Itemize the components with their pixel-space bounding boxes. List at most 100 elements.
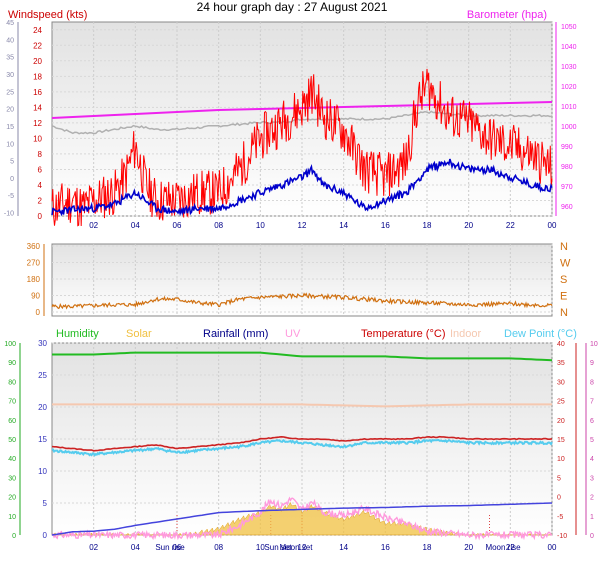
wind-x-tick-label: 04	[131, 221, 140, 230]
uv-line	[51, 496, 553, 541]
uv-y-tick-label: 4	[590, 456, 594, 463]
wind-y-tick-label: 8	[38, 150, 43, 159]
humidity-line	[52, 351, 553, 362]
wind-y-tick-label: 4	[38, 181, 43, 190]
temp-y-tick-label: 25	[557, 399, 565, 406]
rain-y-tick-label: 30	[38, 339, 47, 348]
windspeed-axis-title: Windspeed (kts)	[8, 9, 87, 21]
wind-avg-line	[51, 158, 553, 217]
th-x-tick-label: 14	[339, 543, 348, 552]
temp-y-tick-label: 40	[557, 341, 565, 348]
dir-y-tick-label: 0	[36, 308, 41, 317]
baro-y-tick-label: 1010	[561, 104, 577, 111]
wind-outer-y-tick-label: 5	[10, 159, 14, 166]
baro-y-tick-label: 960	[561, 204, 573, 211]
wind-x-tick-label: 10	[256, 221, 265, 230]
legend-entry: UV	[285, 328, 301, 340]
temperature-line	[51, 435, 553, 452]
dir-compass-label: E	[560, 291, 567, 303]
wind-y-tick-label: 6	[38, 165, 43, 174]
uv-y-tick-label: 10	[590, 341, 598, 348]
wind-x-tick-label: 18	[423, 221, 432, 230]
legend-entry: Dew Point (°C)	[504, 328, 577, 340]
wind-outer-y-tick-label: 30	[6, 72, 14, 79]
solar-area	[51, 501, 553, 536]
humidity-y-tick-label: 60	[8, 418, 16, 425]
dir-compass-label: N	[560, 241, 568, 253]
wind-outer-y-tick-label: -5	[8, 193, 14, 200]
rainfall-line	[51, 502, 553, 536]
temp-hum-panel: 0510152025300102030405060708090100-10-50…	[4, 328, 598, 552]
baro-y-tick-label: 980	[561, 164, 573, 171]
dir-compass-label: W	[560, 258, 571, 270]
temp-y-tick-label: -10	[557, 533, 567, 540]
baro-y-tick-label: 990	[561, 144, 573, 151]
th-x-tick-label: 08	[214, 543, 223, 552]
dir-compass-label: N	[560, 307, 568, 319]
temp-y-tick-label: 15	[557, 437, 565, 444]
wind-y-tick-label: 14	[33, 103, 42, 112]
uv-y-tick-label: 1	[590, 514, 594, 521]
dir-y-tick-label: 360	[27, 242, 41, 251]
legend-entry: Temperature (°C)	[361, 328, 445, 340]
wind-outer-y-tick-label: 40	[6, 37, 14, 44]
humidity-y-tick-label: 80	[8, 379, 16, 386]
legend-entry: Rainfall (mm)	[203, 328, 268, 340]
temp-y-tick-label: 10	[557, 456, 565, 463]
wind-outer-y-tick-label: 45	[6, 20, 14, 27]
temp-y-tick-label: 5	[557, 475, 561, 482]
astro-marker-label: Moon set	[280, 543, 314, 552]
th-x-tick-label: 10	[256, 543, 265, 552]
wind-y-tick-label: 2	[38, 196, 43, 205]
wind-y-tick-label: 18	[33, 72, 42, 81]
uv-y-tick-label: 5	[590, 437, 594, 444]
humidity-y-tick-label: 0	[12, 533, 16, 540]
wind-x-tick-label: 06	[173, 221, 182, 230]
baro-y-tick-label: 1050	[561, 24, 577, 31]
dir-y-tick-label: 90	[31, 292, 40, 301]
dewpoint-line	[51, 438, 553, 457]
temp-y-tick-label: 30	[557, 379, 565, 386]
wind-y-tick-label: 12	[33, 119, 42, 128]
dir-y-tick-label: 180	[27, 275, 41, 284]
wind-x-tick-label: 16	[381, 221, 390, 230]
baro-y-tick-label: 1030	[561, 64, 577, 71]
humidity-y-tick-label: 10	[8, 514, 16, 521]
baro-y-tick-label: 970	[561, 184, 573, 191]
wind-outer-y-tick-label: 10	[6, 141, 14, 148]
wind-y-tick-label: 24	[33, 26, 42, 35]
wind-outer-y-tick-label: 35	[6, 55, 14, 62]
wind-x-tick-label: 22	[506, 221, 515, 230]
wind-gust-line	[51, 68, 553, 227]
indoor-line	[52, 403, 552, 408]
baro-y-tick-label: 1000	[561, 124, 577, 131]
wind-x-tick-label: 00	[548, 221, 557, 230]
temp-y-tick-label: -5	[557, 514, 563, 521]
humidity-y-tick-label: 90	[8, 360, 16, 367]
th-x-tick-label: 06	[173, 543, 182, 552]
astro-marker-label: Moon rise	[485, 543, 521, 552]
humidity-y-tick-label: 70	[8, 399, 16, 406]
th-x-tick-label: 16	[381, 543, 390, 552]
legend-entry: Humidity	[56, 328, 99, 340]
uv-y-tick-label: 2	[590, 495, 594, 502]
rain-y-tick-label: 25	[38, 371, 47, 380]
wind-x-tick-label: 08	[214, 221, 223, 230]
th-x-tick-label: 20	[464, 543, 473, 552]
wind-direction-line	[51, 292, 553, 310]
wind-x-tick-label: 14	[339, 221, 348, 230]
legend-entry: Solar	[126, 328, 152, 340]
humidity-y-tick-label: 100	[4, 341, 16, 348]
wind-x-tick-label: 20	[464, 221, 473, 230]
wind-y-tick-label: 22	[33, 41, 42, 50]
wind-outer-y-tick-label: 25	[6, 89, 14, 96]
dir-compass-label: S	[560, 274, 567, 286]
astro-marker-label: Sun set	[264, 543, 292, 552]
wind-outer-y-tick-label: -10	[4, 211, 14, 218]
th-x-tick-label: 18	[423, 543, 432, 552]
temp-y-tick-label: 0	[557, 495, 561, 502]
wind-x-tick-label: 12	[298, 221, 307, 230]
th-x-tick-label: 00	[548, 543, 557, 552]
